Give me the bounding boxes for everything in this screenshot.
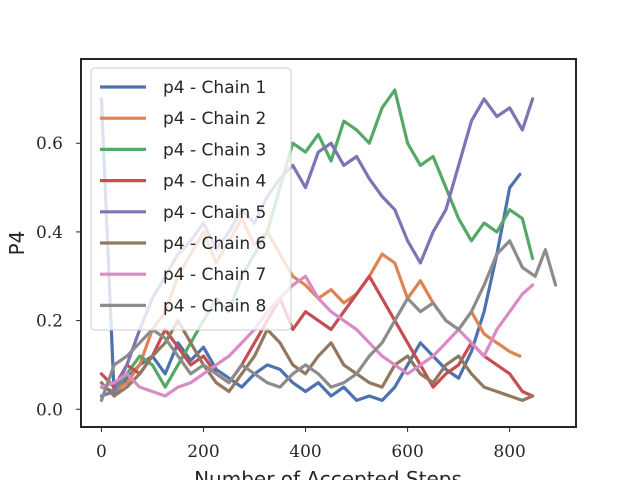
series-line-chain-4: [99, 274, 535, 398]
x-tick-label: 200: [187, 442, 219, 462]
x-tick-label: 800: [493, 442, 525, 462]
y-axis-label: P4: [5, 231, 29, 256]
legend-box: [90, 67, 292, 331]
series-line-chain-1: [99, 97, 522, 402]
y-tick-label: 0.4: [36, 223, 63, 243]
x-tick-label: 600: [391, 442, 423, 462]
y-tick-label: 0.6: [36, 134, 63, 154]
series-line-chain-8: [99, 239, 558, 402]
legend-label-chain-3: p4 - Chain 3: [163, 140, 266, 160]
legend-label-chain-5: p4 - Chain 5: [163, 203, 266, 223]
x-tick-label: 0: [96, 442, 107, 462]
legend-label-chain-2: p4 - Chain 2: [163, 109, 266, 129]
series-line-chain-3: [99, 88, 535, 394]
x-axis-ticks: 0 200 400 600 800: [96, 427, 526, 462]
legend-label-chain-8: p4 - Chain 8: [163, 296, 266, 316]
y-tick-label: 0.0: [36, 400, 63, 420]
legend-label-chain-6: p4 - Chain 6: [163, 234, 266, 254]
x-tick-label: 400: [289, 442, 321, 462]
legend-label-chain-4: p4 - Chain 4: [163, 172, 266, 192]
x-axis-label: Number of Accepted Steps: [194, 467, 462, 480]
y-axis-ticks: 0.0 0.2 0.4 0.6: [36, 134, 81, 420]
legend-label-chain-1: p4 - Chain 1: [163, 78, 266, 98]
series-line-chain-7: [99, 274, 535, 398]
plot-frame: [80, 58, 577, 428]
legend: p4 - Chain 1 p4 - Chain 2 p4 - Chain 3 p4 -…: [90, 67, 292, 331]
legend-label-chain-7: p4 - Chain 7: [163, 265, 266, 285]
y-tick-label: 0.2: [36, 312, 63, 332]
